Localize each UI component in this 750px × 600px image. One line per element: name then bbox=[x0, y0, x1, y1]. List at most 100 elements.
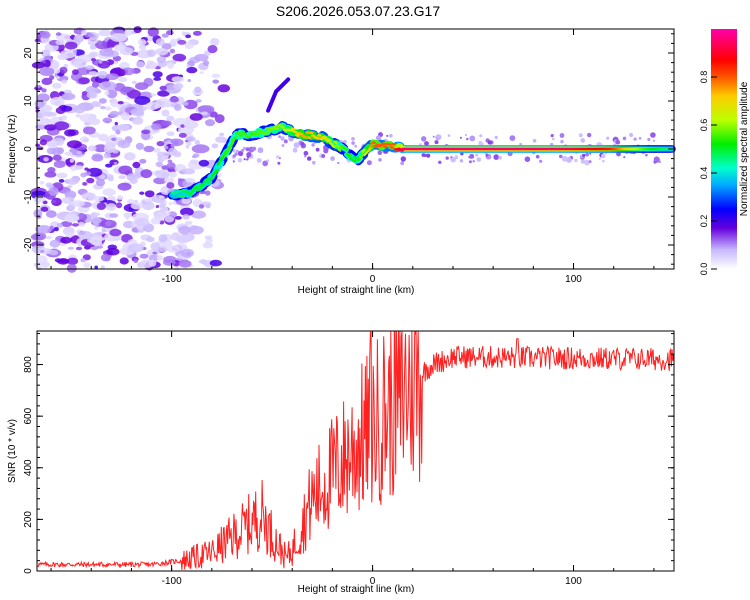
heatmap-noise-cell bbox=[243, 158, 246, 161]
heatmap-noise-cell bbox=[180, 207, 194, 217]
heatmap-noise-cell bbox=[198, 159, 210, 167]
heatmap-noise-cell bbox=[106, 206, 112, 210]
heatmap-ridge-cell bbox=[343, 146, 348, 151]
heatmap-noise-cell bbox=[240, 149, 245, 153]
heatmap-noise-cell bbox=[307, 156, 312, 161]
heatmap-noise-cell bbox=[36, 109, 47, 118]
heatmap-noise-cell bbox=[53, 68, 61, 74]
snr-panel: -100 0 100 0 200 400 600 800 Height of straight… bbox=[7, 330, 675, 595]
heatmap-noise-cell bbox=[280, 136, 285, 141]
heatmap-noise-cell bbox=[153, 177, 167, 185]
heatmap-noise-cell bbox=[98, 60, 103, 64]
heatmap-noise-cell bbox=[104, 142, 116, 149]
heatmap-noise-cell bbox=[421, 136, 427, 142]
heatmap-noise-cell bbox=[158, 234, 168, 243]
heatmap-noise-cell bbox=[161, 43, 172, 50]
heatmap-noise-cell bbox=[166, 115, 175, 122]
heatmap-noise-cell bbox=[158, 195, 164, 199]
heatmap-noise-cell bbox=[198, 204, 205, 209]
heatmap-noise-cell bbox=[234, 152, 238, 156]
heatmap-noise-cell bbox=[178, 225, 191, 235]
colorbar-tick-label: 0.4 bbox=[699, 167, 709, 180]
heatmap-noise-cell bbox=[400, 161, 405, 166]
heatmap-noise-cell bbox=[58, 179, 65, 183]
heatmap-noise-cell bbox=[69, 197, 75, 202]
heatmap-noise-cell bbox=[90, 217, 102, 224]
heatmap-noise-cell bbox=[209, 111, 218, 118]
heatmap-noise-cell bbox=[476, 157, 482, 162]
x-tick-label: -100 bbox=[162, 576, 182, 587]
heatmap-noise-cell bbox=[237, 150, 244, 157]
heatmap-noise-cell bbox=[93, 195, 105, 202]
heatmap-noise-cell bbox=[351, 141, 355, 145]
heatmap-noise-cell bbox=[389, 133, 393, 138]
heatmap-noise-cell bbox=[103, 152, 111, 159]
heatmap-noise-cell bbox=[215, 136, 227, 143]
heatmap-noise-cell bbox=[52, 154, 62, 161]
heatmap-noise-cell bbox=[447, 134, 451, 137]
heatmap-noise-cell bbox=[166, 131, 175, 136]
heatmap-noise-cell bbox=[162, 259, 176, 266]
heatmap-noise-cell bbox=[51, 199, 57, 204]
heatmap-noise-cell bbox=[53, 227, 59, 232]
heatmap-ridge-cell bbox=[337, 148, 342, 152]
heatmap-noise-cell bbox=[134, 217, 150, 227]
heatmap-noise-cell bbox=[141, 200, 146, 204]
heatmap-noise-cell bbox=[652, 139, 656, 142]
heatmap-noise-cell bbox=[434, 140, 439, 145]
heatmap-noise-cell bbox=[658, 160, 662, 163]
heatmap-noise-cell bbox=[578, 133, 583, 138]
heatmap-noise-cell bbox=[177, 39, 187, 45]
heatmap-noise-cell bbox=[110, 33, 127, 42]
heatmap-noise-cell bbox=[80, 258, 86, 263]
heatmap-noise-cell bbox=[48, 187, 59, 196]
heatmap-noise-cell bbox=[377, 150, 383, 155]
heatmap-noise-cell bbox=[139, 158, 147, 164]
heatmap-ridge-cell bbox=[217, 160, 225, 169]
heatmap-noise-cell bbox=[400, 156, 406, 162]
heatmap-noise-cell bbox=[650, 132, 656, 138]
heatmap-noise-cell bbox=[109, 228, 122, 237]
heatmap-noise-cell bbox=[303, 150, 309, 156]
heatmap-ridge-cell bbox=[198, 183, 204, 188]
heatmap-noise-cell bbox=[94, 212, 101, 216]
heatmap-noise-cell bbox=[146, 236, 155, 243]
heatmap-noise-cell bbox=[34, 38, 41, 43]
heatmap-noise-cell bbox=[94, 265, 98, 270]
heatmap-noise-cell bbox=[509, 135, 516, 142]
heatmap-noise-cell bbox=[42, 200, 48, 205]
heatmap-noise-cell bbox=[102, 188, 116, 197]
heatmap-ridge-cell bbox=[353, 155, 358, 160]
heatmap-noise-cell bbox=[559, 154, 563, 159]
heatmap-noise-cell bbox=[366, 160, 372, 166]
colorbar-tick-label: 0.2 bbox=[699, 215, 709, 228]
heatmap-ridge-cell bbox=[200, 183, 206, 188]
heatmap-ridge-cell bbox=[270, 127, 276, 131]
heatmap-noise-cell bbox=[182, 214, 190, 220]
heatmap-noise-cell bbox=[375, 135, 382, 141]
heatmap-noise-cell bbox=[140, 169, 153, 179]
heatmap-noise-cell bbox=[606, 136, 610, 140]
heatmap-noise-cell bbox=[199, 71, 204, 75]
heatmap-noise-cell bbox=[100, 253, 111, 262]
heatmap-noise-cell bbox=[487, 140, 492, 145]
heatmap-noise-cell bbox=[585, 152, 589, 157]
heatmap-noise-cell bbox=[53, 121, 70, 131]
heatmap-noise-cell bbox=[214, 114, 225, 124]
heatmap-noise-cell bbox=[147, 49, 156, 57]
heatmap-noise-cell bbox=[135, 82, 149, 90]
heatmap-ridge-cell bbox=[254, 132, 260, 136]
heatmap-noise-cell bbox=[187, 79, 191, 82]
heatmap-noise-cell bbox=[100, 265, 105, 269]
heatmap-noise-cell bbox=[205, 119, 215, 127]
heatmap-noise-cell bbox=[63, 63, 69, 68]
heatmap-noise-cell bbox=[88, 71, 98, 76]
heatmap-ridge-cell bbox=[256, 129, 262, 133]
heatmap-ridge-cell bbox=[264, 126, 270, 130]
snr-xlabel: Height of straight line (km) bbox=[298, 584, 415, 595]
colorbar: 0.0 0.2 0.4 0.6 0.8 Normalized spectral ampl… bbox=[699, 29, 750, 275]
heatmap-noise-cell bbox=[245, 147, 250, 152]
heatmap-ridge-cell bbox=[228, 143, 234, 150]
heatmap-noise-cell bbox=[118, 175, 126, 180]
heatmap-noise-cell bbox=[321, 154, 326, 158]
